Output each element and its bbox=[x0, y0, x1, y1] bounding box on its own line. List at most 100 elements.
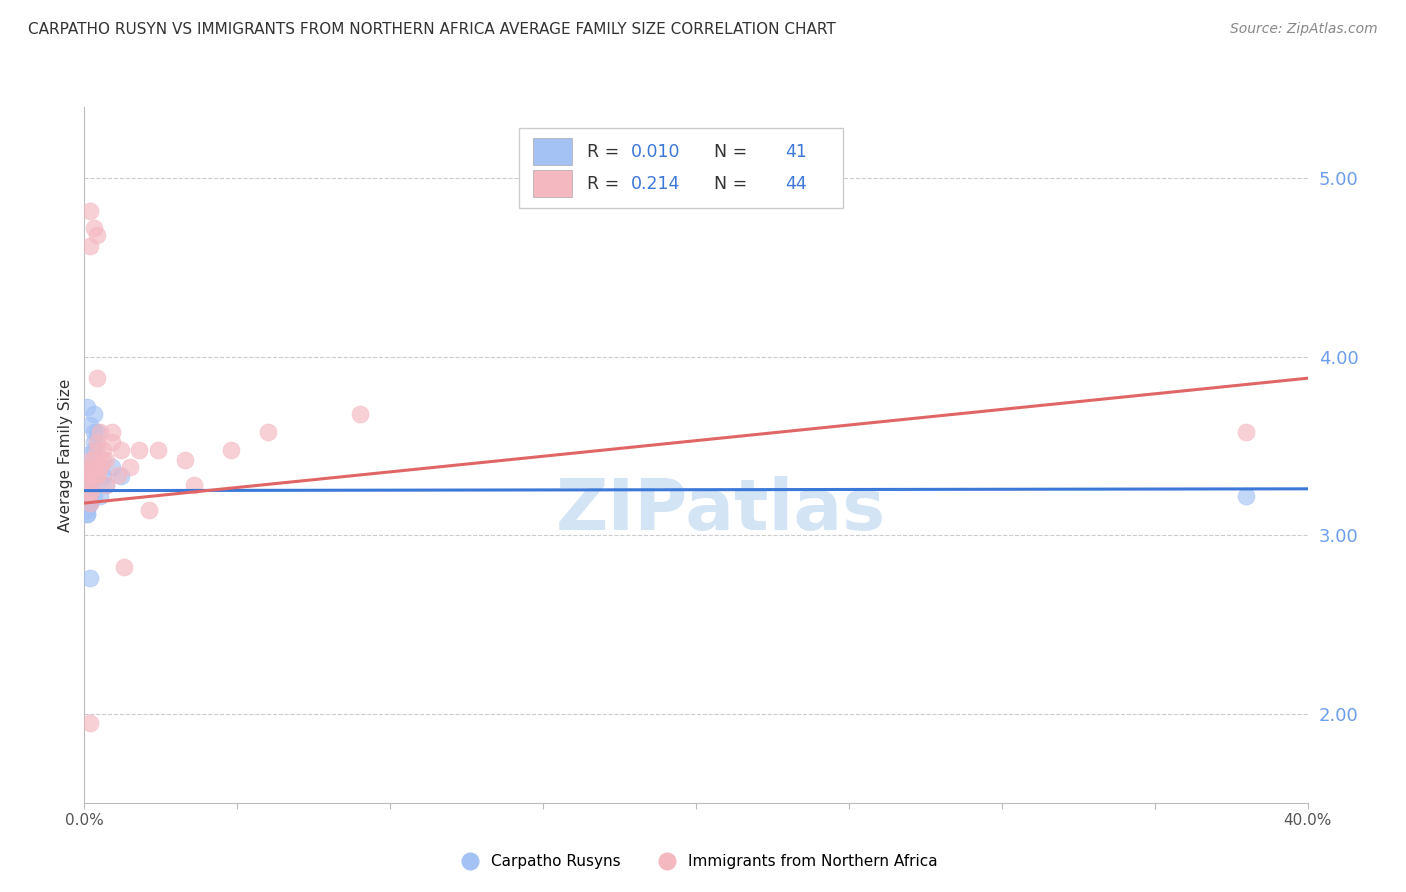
Point bbox=[76, 503, 98, 517]
Point bbox=[79, 203, 101, 218]
Point bbox=[79, 469, 101, 483]
Point bbox=[79, 571, 101, 585]
Point bbox=[79, 496, 101, 510]
Text: R =: R = bbox=[588, 143, 624, 161]
Point bbox=[83, 425, 105, 439]
Point bbox=[76, 400, 98, 414]
Point bbox=[79, 460, 101, 475]
Text: N =: N = bbox=[703, 143, 754, 161]
Point bbox=[219, 442, 242, 457]
Point bbox=[138, 503, 160, 517]
Point bbox=[128, 442, 150, 457]
Point bbox=[112, 560, 135, 574]
Point bbox=[86, 228, 108, 243]
Text: R =: R = bbox=[588, 175, 624, 193]
Point bbox=[79, 467, 101, 482]
Point bbox=[79, 453, 101, 467]
Point bbox=[83, 469, 105, 483]
Point bbox=[76, 507, 98, 521]
Point bbox=[79, 483, 101, 498]
Point bbox=[110, 442, 132, 457]
Text: 0.214: 0.214 bbox=[631, 175, 681, 193]
Point bbox=[86, 467, 108, 482]
Point bbox=[86, 467, 108, 482]
Point bbox=[76, 467, 98, 482]
Point bbox=[101, 425, 124, 439]
Point bbox=[79, 496, 101, 510]
Point bbox=[110, 469, 132, 483]
Point bbox=[76, 467, 98, 482]
Point bbox=[79, 478, 101, 492]
Point bbox=[174, 453, 197, 467]
Point bbox=[349, 407, 371, 421]
Point bbox=[79, 239, 101, 253]
Point bbox=[91, 453, 114, 467]
Point bbox=[83, 407, 105, 421]
Point bbox=[79, 478, 101, 492]
Point bbox=[79, 485, 101, 500]
Text: 44: 44 bbox=[786, 175, 807, 193]
Point bbox=[79, 469, 101, 483]
Point bbox=[83, 460, 105, 475]
Point bbox=[76, 485, 98, 500]
Text: Source: ZipAtlas.com: Source: ZipAtlas.com bbox=[1230, 22, 1378, 37]
Text: CARPATHO RUSYN VS IMMIGRANTS FROM NORTHERN AFRICA AVERAGE FAMILY SIZE CORRELATIO: CARPATHO RUSYN VS IMMIGRANTS FROM NORTHE… bbox=[28, 22, 837, 37]
Point bbox=[79, 485, 101, 500]
Point bbox=[101, 460, 124, 475]
Point bbox=[86, 425, 108, 439]
Point bbox=[79, 478, 101, 492]
Point bbox=[91, 469, 114, 483]
Point bbox=[76, 507, 98, 521]
Point bbox=[86, 442, 108, 457]
Point bbox=[120, 460, 142, 475]
Point bbox=[76, 475, 98, 489]
Point bbox=[86, 371, 108, 385]
Point bbox=[86, 435, 108, 450]
Point bbox=[79, 485, 101, 500]
Bar bbox=[519, 128, 842, 208]
Point bbox=[94, 453, 117, 467]
Point bbox=[89, 460, 111, 475]
Point bbox=[91, 442, 114, 457]
Text: 41: 41 bbox=[786, 143, 807, 161]
Point bbox=[89, 489, 111, 503]
Point bbox=[76, 496, 98, 510]
Point bbox=[101, 435, 124, 450]
Point bbox=[76, 489, 98, 503]
Point bbox=[1236, 489, 1258, 503]
Text: N =: N = bbox=[703, 175, 754, 193]
Point bbox=[146, 442, 169, 457]
Point bbox=[83, 453, 105, 467]
Point bbox=[79, 715, 101, 730]
Legend: Carpatho Rusyns, Immigrants from Northern Africa: Carpatho Rusyns, Immigrants from Norther… bbox=[449, 848, 943, 875]
Bar bbox=[533, 170, 572, 197]
Point bbox=[79, 466, 101, 480]
Point bbox=[76, 448, 98, 462]
Point bbox=[94, 478, 117, 492]
Point bbox=[79, 489, 101, 503]
Text: ZIPatlas: ZIPatlas bbox=[555, 476, 886, 545]
Text: 0.010: 0.010 bbox=[631, 143, 681, 161]
Point bbox=[183, 478, 205, 492]
Point bbox=[83, 460, 105, 475]
Point bbox=[83, 221, 105, 235]
Point bbox=[83, 442, 105, 457]
Point bbox=[79, 496, 101, 510]
Point bbox=[76, 496, 98, 510]
Y-axis label: Average Family Size: Average Family Size bbox=[58, 378, 73, 532]
Point bbox=[83, 460, 105, 475]
Point bbox=[79, 478, 101, 492]
Point bbox=[89, 460, 111, 475]
Point bbox=[107, 467, 129, 482]
Point bbox=[1236, 425, 1258, 439]
Point bbox=[79, 467, 101, 482]
Point bbox=[83, 435, 105, 450]
Point bbox=[79, 482, 101, 496]
Point bbox=[257, 425, 280, 439]
Bar bbox=[533, 138, 572, 165]
Point bbox=[83, 489, 105, 503]
Point bbox=[89, 425, 111, 439]
Point bbox=[79, 460, 101, 475]
Point bbox=[94, 478, 117, 492]
Point bbox=[79, 417, 101, 432]
